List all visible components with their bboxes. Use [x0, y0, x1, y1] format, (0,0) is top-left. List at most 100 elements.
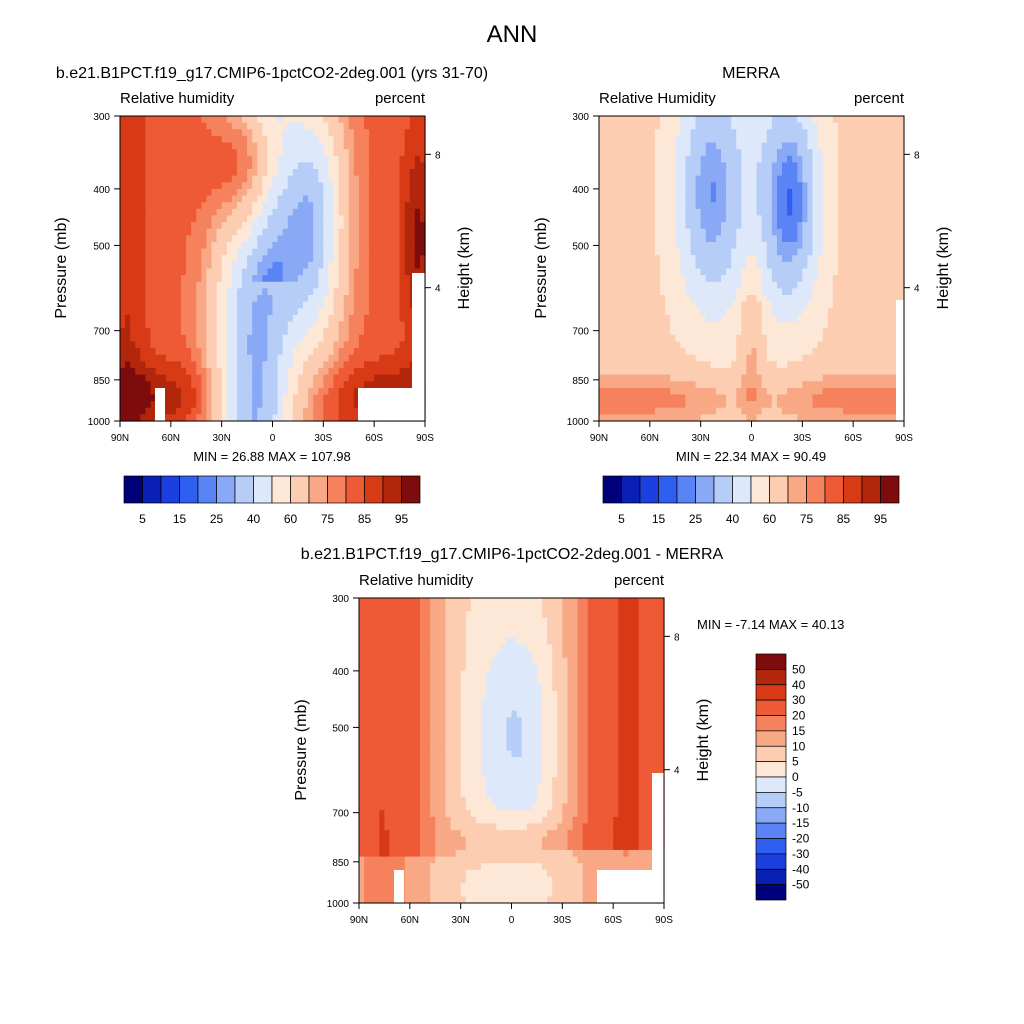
merra-rh-cell: [700, 215, 727, 223]
merra-rh-cell: [771, 215, 778, 223]
model-rh-cell: [267, 149, 284, 157]
merra-rh-cell: [741, 155, 763, 164]
merra-rh-cell: [690, 129, 737, 137]
model-rh-cell: [211, 222, 223, 230]
model-rh-cell: [226, 308, 238, 316]
diff-rh-cell: [430, 617, 447, 626]
merra-rh-cell: [599, 394, 687, 402]
y2-axis-label: Height (km): [695, 699, 712, 782]
diff-rh-cell: [445, 598, 472, 606]
diff-rh-cell: [587, 664, 619, 672]
model-rh-cell: [338, 248, 350, 256]
model-rh-cell: [257, 261, 274, 270]
diff-rh-cell: [638, 611, 665, 619]
model-rh-cell: [181, 314, 197, 323]
model-rh-cell: [201, 261, 213, 270]
diff-rh-cell: [404, 883, 431, 891]
diff-rh-cell: [587, 604, 619, 612]
model-rh-cell: [272, 308, 299, 316]
model-rh-cell: [358, 222, 370, 230]
model-rh-cell: [358, 235, 370, 243]
y-tick-label: 700: [332, 809, 349, 820]
model-rh-cell: [328, 275, 340, 283]
model-rh-cell: [236, 394, 253, 402]
model-rh-cell: [221, 387, 228, 396]
diff-rh-cell: [460, 889, 553, 897]
model-rh-cell: [404, 268, 426, 276]
x-tick-label: 60S: [844, 433, 862, 444]
model-rh-cell: [394, 348, 426, 356]
diff-rh-cell: [567, 843, 584, 851]
diff-rh-cell: [577, 710, 589, 718]
diff-rh-cell: [435, 856, 579, 864]
colorbar-swatch: [732, 475, 752, 504]
model-rh-cell: [221, 381, 228, 389]
merra-rh-cell: [726, 215, 742, 223]
model-rh-cell: [196, 401, 202, 409]
diff-rh-cell: [465, 836, 543, 844]
model-rh-cell: [328, 155, 340, 164]
merra-rh-cell: [807, 195, 814, 203]
model-rh-cell: [287, 122, 304, 130]
y-tick-label: 1000: [567, 417, 590, 428]
y-tick-label: 700: [572, 327, 589, 338]
merra-rh-cell: [721, 149, 742, 157]
model-rh-cell: [206, 361, 218, 369]
model-rh-cell: [333, 361, 345, 369]
diff-rh-cell: [404, 896, 431, 904]
model-rh-cell: [242, 281, 319, 289]
merra-rh-cell: [812, 149, 824, 157]
merra-rh-cell: [675, 195, 687, 203]
diff-rh-cell: [430, 876, 467, 884]
diff-rh-cell: [557, 750, 569, 758]
merra-rh-cell: [776, 361, 788, 369]
diff-rh-cell: [638, 598, 665, 606]
model-rh-cell: [165, 354, 192, 362]
model-rh-cell: [206, 341, 218, 349]
diff-rh-cell: [582, 863, 665, 871]
diff-rh-cell: [567, 677, 579, 685]
diff-rh-cell: [577, 743, 589, 752]
merra-rh-cell: [802, 208, 809, 217]
model-rh-cell: [409, 122, 426, 130]
model-rh-cell: [120, 248, 147, 256]
merra-rh-cell: [771, 228, 783, 236]
diff-rh-cell: [577, 651, 589, 659]
diff-rh-cell: [587, 723, 619, 732]
model-rh-cell: [343, 295, 355, 303]
model-rh-cell: [297, 275, 319, 283]
merra-rh-cell: [599, 414, 702, 422]
model-rh-cell: [323, 222, 335, 230]
diff-rh-cell: [359, 624, 421, 632]
colorbar-swatch: [327, 475, 347, 504]
diff-rh-cell: [567, 657, 579, 665]
model-rh-cell: [338, 155, 350, 164]
merra-rh-cell: [837, 255, 905, 263]
model-rh-cell: [206, 407, 213, 415]
diff-rh-cell: [577, 677, 589, 685]
model-rh-cell: [282, 414, 294, 422]
colorbar-label: 60: [763, 512, 777, 526]
diff-rh-cell: [420, 717, 431, 725]
merra-rh-cell: [599, 374, 671, 382]
model-rh-cell: [267, 169, 279, 177]
model-rh-cell: [313, 321, 330, 329]
merra-rh-cell: [822, 248, 839, 256]
model-rh-cell: [328, 281, 340, 289]
model-rh-cell: [308, 394, 314, 402]
model-rh-cell: [120, 188, 147, 197]
merra-rh-cell: [827, 314, 905, 323]
model-rh-cell: [201, 116, 228, 124]
merra-rh-cell: [782, 162, 798, 170]
model-rh-cell: [196, 334, 208, 343]
merra-rh-cell: [822, 222, 839, 230]
model-rh-cell: [120, 334, 131, 343]
diff-rh-cell: [486, 777, 543, 785]
merra-rh-cell: [700, 155, 722, 164]
model-rh-cell: [338, 175, 350, 183]
merra-rh-cell: [766, 387, 788, 396]
merra-rh-cell: [741, 149, 763, 157]
x-tick-label: 0: [749, 433, 755, 444]
merra-rh-cell: [802, 268, 819, 276]
diff-rh-cell: [420, 830, 436, 838]
